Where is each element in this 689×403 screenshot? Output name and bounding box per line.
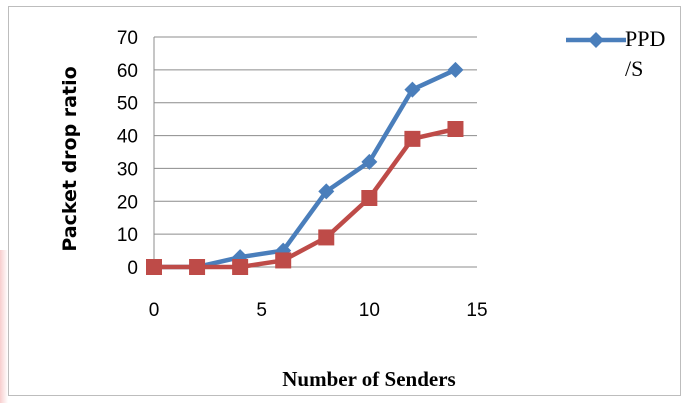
series-1-point <box>318 183 335 200</box>
gridlines <box>153 36 477 268</box>
series-2-line <box>154 126 456 270</box>
page-accent-strip <box>0 250 8 403</box>
series-2-point <box>146 259 162 275</box>
legend-label: PPD/S <box>625 26 665 81</box>
series-2-point <box>447 121 464 137</box>
series-2-point <box>275 252 292 269</box>
series-2-point <box>404 130 421 147</box>
y-axis-label: Packet drop ratio <box>59 66 81 251</box>
y-tick-label: 30 <box>117 159 138 180</box>
x-tick-label: 10 <box>359 300 380 321</box>
series-1-point <box>447 61 464 78</box>
series-2-point <box>361 190 378 206</box>
x-tick-label: 5 <box>256 300 267 321</box>
series-2-point <box>232 259 249 275</box>
y-tick-label: 40 <box>117 127 138 148</box>
x-tick-labels: 0 5 10 15 <box>149 300 488 321</box>
y-tick-labels: 0 10 20 30 40 50 60 70 <box>117 28 138 279</box>
legend: PPD/S <box>566 26 665 81</box>
series-2 <box>146 121 464 275</box>
y-tick-label: 20 <box>117 192 138 213</box>
y-tick-label: 0 <box>127 258 138 279</box>
legend-swatch-marker <box>588 32 604 48</box>
series-1-point <box>361 153 378 170</box>
series-1-point <box>404 81 421 98</box>
series-2-point <box>189 259 206 275</box>
chart-frame: 0 10 20 30 40 50 60 70 0 5 10 15 Packet drop ratio… <box>8 6 681 396</box>
x-axis-label: Number of Senders <box>282 367 455 391</box>
y-tick-label: 50 <box>117 94 138 115</box>
y-tick-label: 60 <box>117 61 138 82</box>
legend-item: PPD/S <box>566 26 665 81</box>
x-tick-label: 15 <box>466 300 487 321</box>
series-2-point <box>318 229 335 246</box>
series-layer <box>146 61 464 275</box>
line-chart: 0 10 20 30 40 50 60 70 0 5 10 15 Packet drop ratio… <box>59 26 665 391</box>
y-tick-label: 70 <box>117 28 138 49</box>
y-tick-label: 10 <box>117 225 138 246</box>
x-tick-label: 0 <box>149 300 160 321</box>
